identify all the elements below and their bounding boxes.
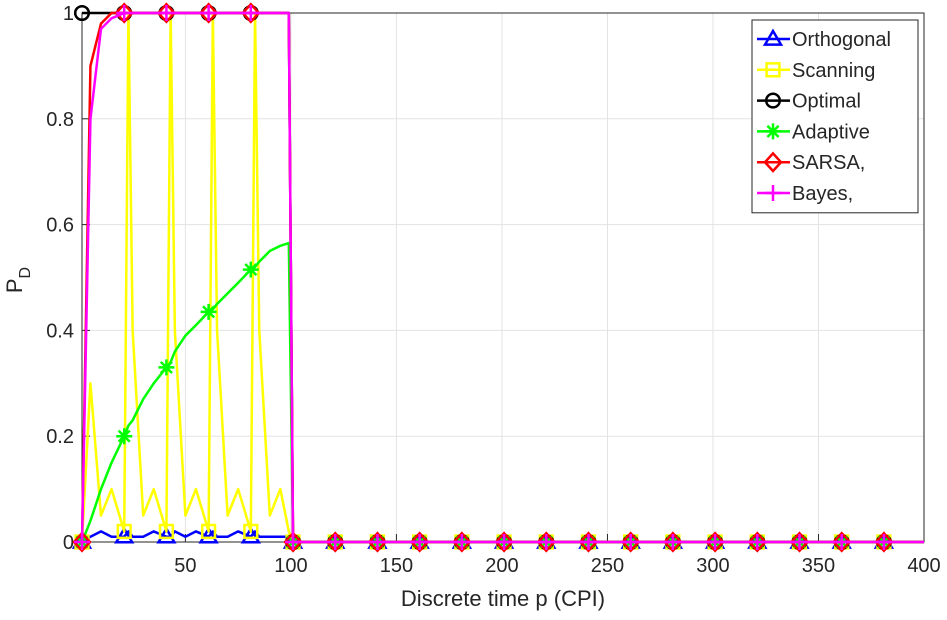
- marker: [832, 531, 852, 553]
- y-axis-label-main: P: [2, 278, 27, 293]
- marker: [536, 531, 556, 553]
- marker: [494, 531, 514, 553]
- marker: [241, 2, 261, 24]
- marker: [158, 523, 175, 540]
- marker: [765, 123, 781, 140]
- marker: [749, 534, 766, 550]
- marker: [762, 28, 784, 46]
- marker: [705, 531, 725, 553]
- marker: [325, 531, 345, 553]
- x-tick-label: 400: [907, 555, 940, 577]
- y-tick-label: 0.6: [46, 215, 74, 237]
- marker: [765, 62, 781, 78]
- legend-label: Optimal: [792, 91, 861, 113]
- marker: [114, 2, 134, 24]
- marker: [580, 534, 597, 550]
- y-tick-label: 1: [63, 3, 74, 25]
- x-tick-label: 300: [696, 555, 729, 577]
- x-tick-label: 150: [380, 555, 413, 577]
- marker: [114, 526, 135, 544]
- y-tick-label: 0.8: [46, 109, 74, 131]
- marker: [285, 534, 302, 550]
- marker: [496, 534, 513, 550]
- marker: [707, 534, 724, 550]
- marker: [578, 531, 599, 553]
- x-tick-label: 200: [485, 555, 518, 577]
- marker: [242, 5, 259, 21]
- marker: [367, 531, 388, 553]
- marker: [833, 534, 850, 550]
- marker: [200, 523, 217, 540]
- marker: [158, 5, 175, 21]
- marker: [453, 534, 470, 550]
- series: [74, 5, 924, 550]
- marker: [664, 534, 681, 550]
- x-tick-label: 100: [274, 555, 307, 577]
- legend-label: SARSA,: [792, 152, 865, 174]
- marker: [763, 151, 783, 173]
- x-axis-label: Discrete time p (CPI): [401, 586, 605, 611]
- marker: [538, 534, 555, 550]
- marker: [622, 534, 639, 550]
- marker: [764, 92, 782, 109]
- legend-box: [751, 19, 919, 214]
- marker: [198, 2, 219, 24]
- marker: [791, 534, 808, 550]
- marker: [789, 531, 810, 553]
- marker: [283, 531, 303, 553]
- marker: [116, 428, 133, 445]
- marker: [452, 531, 472, 553]
- marker: [242, 261, 259, 278]
- marker: [240, 526, 262, 544]
- marker: [663, 531, 683, 553]
- marker: [747, 531, 767, 553]
- marker: [327, 534, 344, 550]
- marker: [116, 523, 132, 540]
- y-tick-label: 0.2: [46, 426, 74, 448]
- legend-label: Adaptive: [792, 121, 870, 143]
- marker: [200, 303, 217, 320]
- marker: [243, 523, 259, 540]
- marker: [156, 526, 177, 544]
- marker: [875, 534, 892, 550]
- x-tick-label: 250: [591, 555, 624, 577]
- marker: [198, 526, 219, 544]
- marker: [116, 5, 133, 21]
- marker: [874, 531, 894, 553]
- legend-label: Scanning: [792, 60, 875, 82]
- x-tick-label: 50: [174, 555, 196, 577]
- marker: [156, 2, 177, 24]
- marker: [765, 185, 781, 201]
- marker: [411, 534, 428, 550]
- legend-label: Orthogonal: [792, 29, 891, 51]
- marker: [409, 531, 430, 553]
- marker: [72, 531, 92, 553]
- marker: [200, 5, 217, 21]
- marker: [620, 531, 641, 553]
- legend: Orthogonal Scanning Optimal Adaptive SARSA, B…: [751, 19, 919, 214]
- legend-label: Bayes,: [792, 183, 853, 205]
- x-tick-label: 350: [802, 555, 835, 577]
- y-axis-label: PD: [2, 267, 34, 293]
- y-tick-label: 0.4: [46, 320, 74, 342]
- y-axis-label-subscript: D: [17, 267, 34, 279]
- marker: [73, 4, 91, 22]
- marker: [158, 359, 175, 376]
- y-tick-label: 0: [63, 532, 74, 554]
- marker: [369, 534, 386, 550]
- marker: [74, 534, 90, 550]
